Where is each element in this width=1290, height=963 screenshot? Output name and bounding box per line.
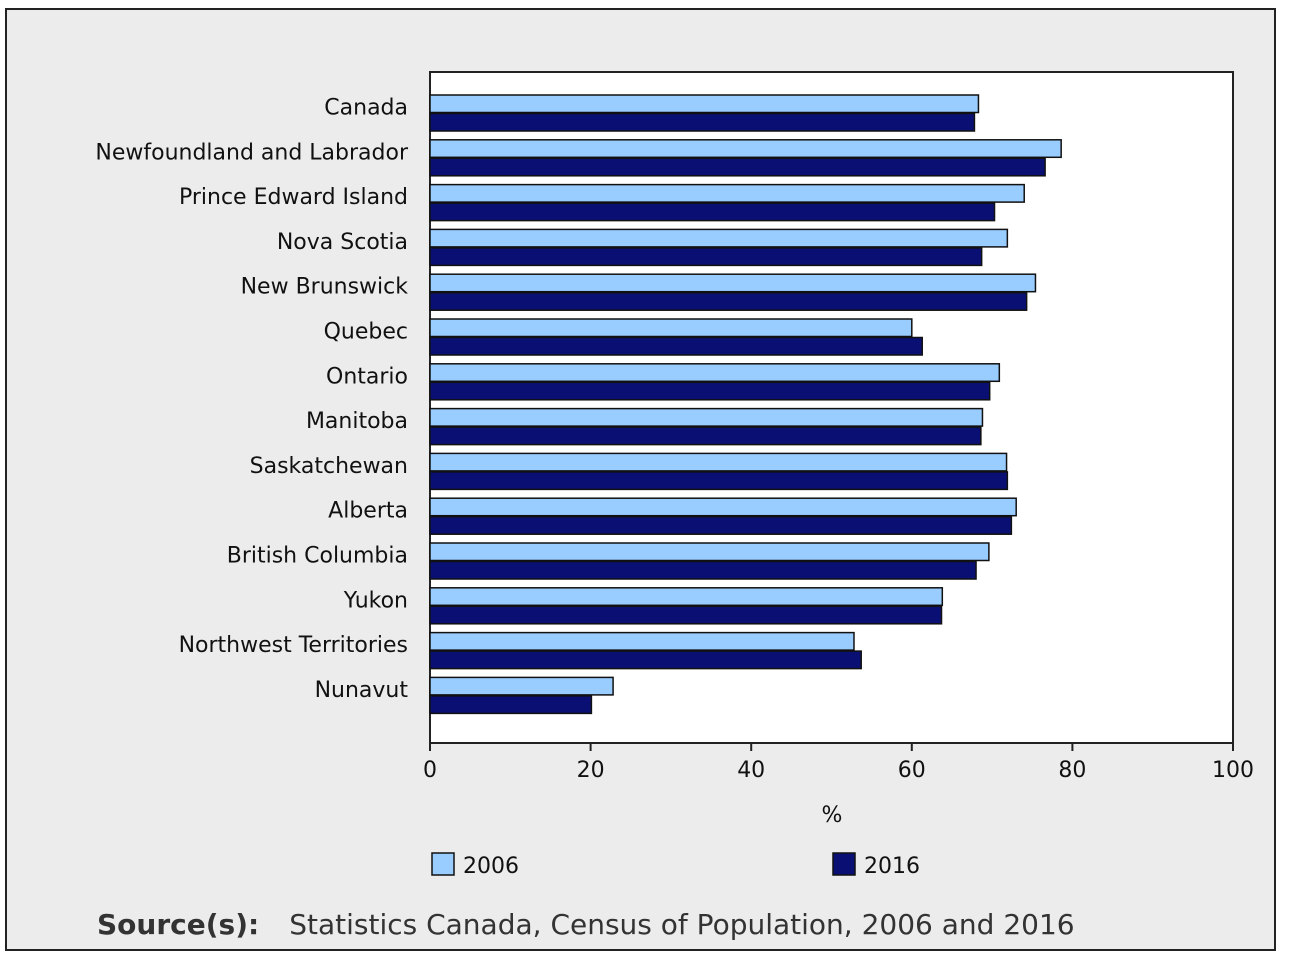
bar-2006-canada xyxy=(429,94,980,114)
source-note: Source(s): Statistics Canada, Census of P… xyxy=(97,908,1075,941)
category-label: Newfoundland and Labrador xyxy=(95,140,409,165)
bar-2006-saskatchewan xyxy=(429,452,1008,472)
x-tick-label: 40 xyxy=(737,758,765,783)
category-label: Ontario xyxy=(326,364,408,389)
bar-2016-nova-scotia xyxy=(429,247,983,267)
category-label: New Brunswick xyxy=(241,275,409,300)
bar-2006-nova-scotia xyxy=(429,228,1009,248)
x-tick-label: 80 xyxy=(1058,758,1086,783)
bar-2016-manitoba xyxy=(429,426,982,446)
bar-2016-newfoundland-and-labrador xyxy=(429,157,1046,177)
bar-2016-canada xyxy=(429,112,976,132)
category-label: Prince Edward Island xyxy=(179,185,408,210)
bar-2006-quebec xyxy=(429,318,913,338)
category-label: British Columbia xyxy=(227,544,408,569)
bar-2016-british-columbia xyxy=(429,560,977,580)
source-text: Statistics Canada, Census of Population,… xyxy=(289,908,1075,941)
category-label: Saskatchewan xyxy=(250,454,408,479)
category-label: Northwest Territories xyxy=(179,633,408,658)
plot-area xyxy=(429,71,1234,744)
legend-swatch-2006 xyxy=(431,852,455,876)
x-tick-label: 60 xyxy=(898,758,926,783)
bar-2006-northwest-territories xyxy=(429,631,855,651)
bar-2006-newfoundland-and-labrador xyxy=(429,139,1062,159)
bar-2006-manitoba xyxy=(429,407,984,427)
x-tick-label: 20 xyxy=(577,758,605,783)
bar-2006-new-brunswick xyxy=(429,273,1037,293)
category-label: Alberta xyxy=(328,499,408,524)
bar-chart: Canada Newfoundland and Labrador Prince Ed… xyxy=(95,71,1254,879)
bar-2006-alberta xyxy=(429,497,1017,517)
bar-2016-quebec xyxy=(429,336,923,356)
bar-2006-nunavut xyxy=(429,676,614,696)
legend-swatch-2016 xyxy=(832,852,856,876)
bar-2006-prince-edward-island xyxy=(429,183,1025,203)
bar-2016-saskatchewan xyxy=(429,471,1009,491)
legend: 2006 2016 xyxy=(431,852,920,879)
bar-2016-northwest-territories xyxy=(429,650,862,670)
category-label: Nunavut xyxy=(315,678,409,703)
category-label: Nova Scotia xyxy=(277,230,408,255)
bar-2016-yukon xyxy=(429,605,943,625)
bar-2016-ontario xyxy=(429,381,991,401)
x-axis-ticks: 0 20 40 60 80 100 xyxy=(423,743,1254,783)
source-label: Source(s): xyxy=(97,908,260,941)
category-label: Manitoba xyxy=(306,409,408,434)
bars-layer xyxy=(429,94,1062,715)
bar-2016-prince-edward-island xyxy=(429,202,996,222)
category-labels: Canada Newfoundland and Labrador Prince Ed… xyxy=(95,96,409,703)
chart-frame: Canada Newfoundland and Labrador Prince Ed… xyxy=(5,8,1276,951)
bar-2016-alberta xyxy=(429,515,1013,535)
bar-2016-nunavut xyxy=(429,695,593,715)
x-tick-label: 0 xyxy=(423,758,437,783)
bar-2006-british-columbia xyxy=(429,542,990,562)
category-label: Yukon xyxy=(343,588,408,613)
x-tick-label: 100 xyxy=(1212,758,1254,783)
legend-label-2016: 2016 xyxy=(864,854,920,879)
bar-2006-ontario xyxy=(429,363,1001,383)
bar-2016-new-brunswick xyxy=(429,291,1028,311)
x-axis-title: % xyxy=(822,803,843,828)
category-label: Quebec xyxy=(324,320,408,345)
category-label: Canada xyxy=(324,96,408,121)
bar-2006-yukon xyxy=(429,587,944,607)
legend-label-2006: 2006 xyxy=(463,854,519,879)
